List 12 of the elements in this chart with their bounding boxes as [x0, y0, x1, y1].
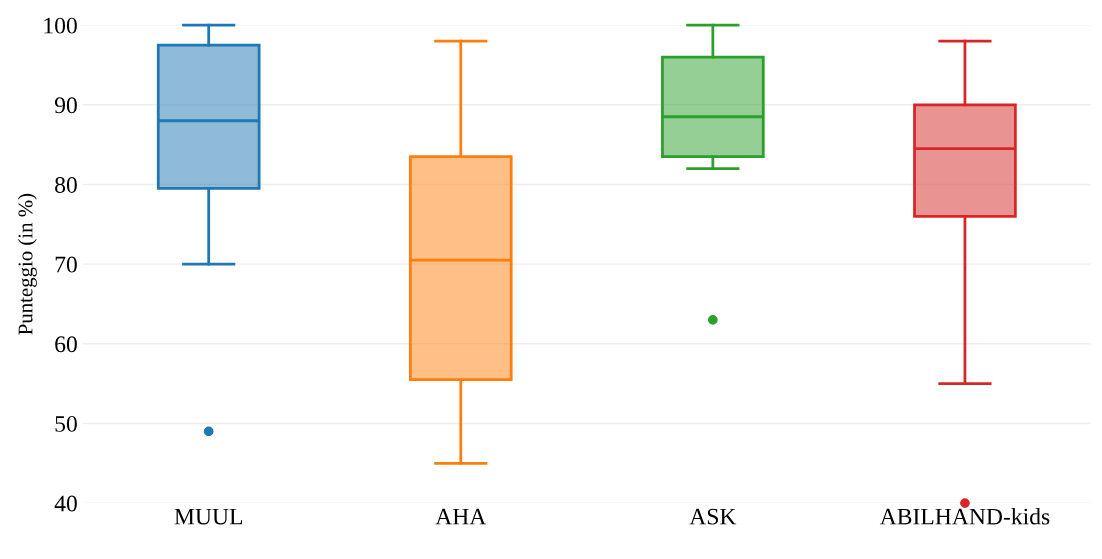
y-tick-label: 40	[54, 495, 77, 512]
y-tick-label: 80	[55, 176, 77, 193]
x-tick-label: ASK	[689, 508, 737, 525]
y-tick-label: 60	[55, 336, 77, 353]
y-axis-title: Punteggio (in %)	[17, 193, 37, 335]
x-tick-label: ABILHAND-kids	[879, 507, 1050, 525]
x-tick-label: MUUL	[174, 508, 243, 525]
y-tick-label: 100	[44, 17, 77, 34]
x-tick-label: AHA	[435, 508, 487, 525]
y-tick-label: 70	[55, 256, 77, 273]
y-tick-label: 50	[55, 415, 77, 432]
y-tick-label: 90	[54, 97, 77, 114]
